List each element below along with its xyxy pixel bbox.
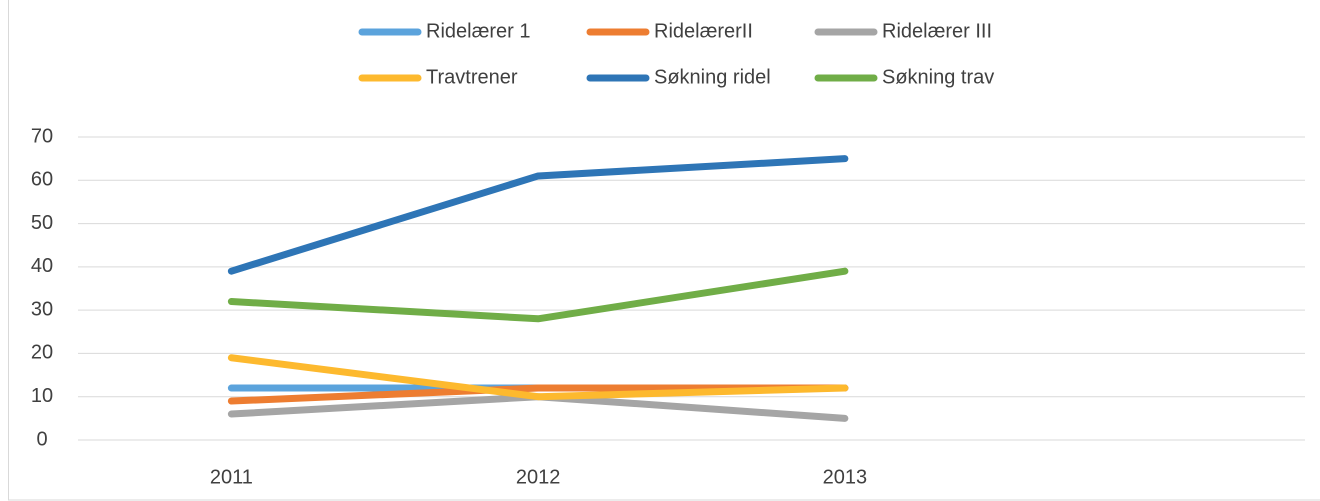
y-tick-label: 10 <box>31 385 53 407</box>
x-tick-label: 2013 <box>823 466 868 488</box>
series-line <box>227 354 849 401</box>
x-tick-label: 2012 <box>516 466 561 488</box>
y-tick-label: 30 <box>31 298 53 320</box>
y-tick-label: 50 <box>31 212 53 234</box>
series-line <box>227 267 849 323</box>
chart-border <box>8 0 1320 501</box>
y-tick-label: 20 <box>31 342 53 364</box>
legend-label: RidelærerII <box>654 20 753 42</box>
legend-label: Ridelærer III <box>882 20 992 42</box>
legend-label: Travtrener <box>426 66 518 88</box>
legend-label: Søkning ridel <box>654 66 771 88</box>
y-tick-label: 40 <box>31 255 53 277</box>
legend-label: Søkning trav <box>882 66 994 88</box>
y-tick-label: 70 <box>31 125 53 147</box>
series-line <box>227 155 849 275</box>
y-tick-label: 60 <box>31 169 53 191</box>
y-tick-label: 0 <box>36 428 47 450</box>
x-tick-label: 2011 <box>210 466 253 488</box>
legend-label: Ridelærer 1 <box>426 20 530 42</box>
